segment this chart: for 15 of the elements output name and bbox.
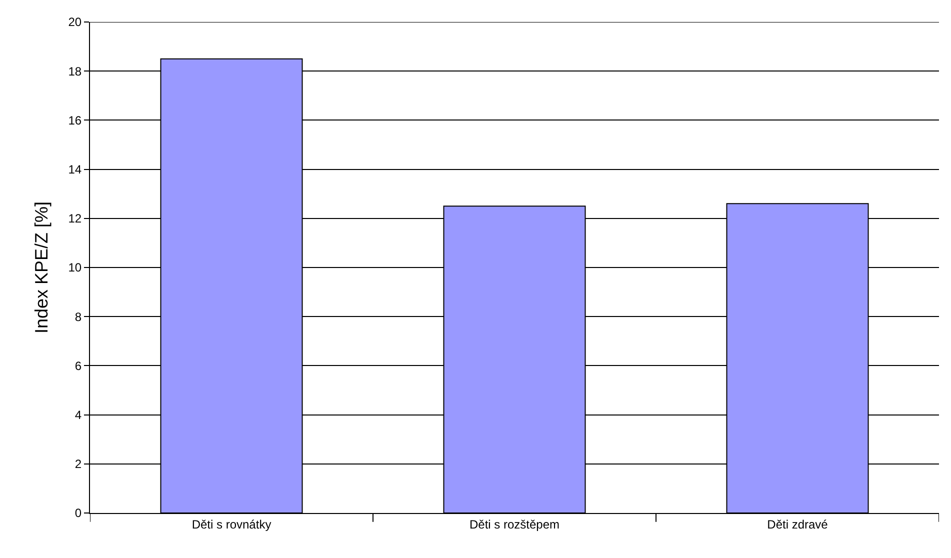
y-tick-label: 16 [68,113,82,128]
y-tick-label: 20 [68,15,82,30]
x-tick-label: Děti s rozštěpem [469,517,560,532]
x-tick-label: Děti s rovnátky [192,517,272,532]
y-tick-label: 12 [68,212,82,226]
y-tick-label: 8 [74,310,82,324]
y-tick-label: 10 [68,260,82,275]
y-tick-label: 2 [74,457,82,472]
y-tick-label: 4 [74,408,82,422]
x-tick-label: Děti zdravé [767,517,828,532]
y-tick-label: 18 [68,64,82,78]
y-tick-label: 6 [74,358,82,373]
y-axis-title: Index KPE/Z [%] [31,201,52,334]
y-tick-label: 14 [68,162,82,176]
y-tick-label: 0 [74,506,82,520]
